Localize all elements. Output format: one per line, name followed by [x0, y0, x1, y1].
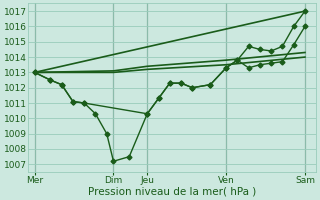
X-axis label: Pression niveau de la mer( hPa ): Pression niveau de la mer( hPa )	[88, 187, 256, 197]
